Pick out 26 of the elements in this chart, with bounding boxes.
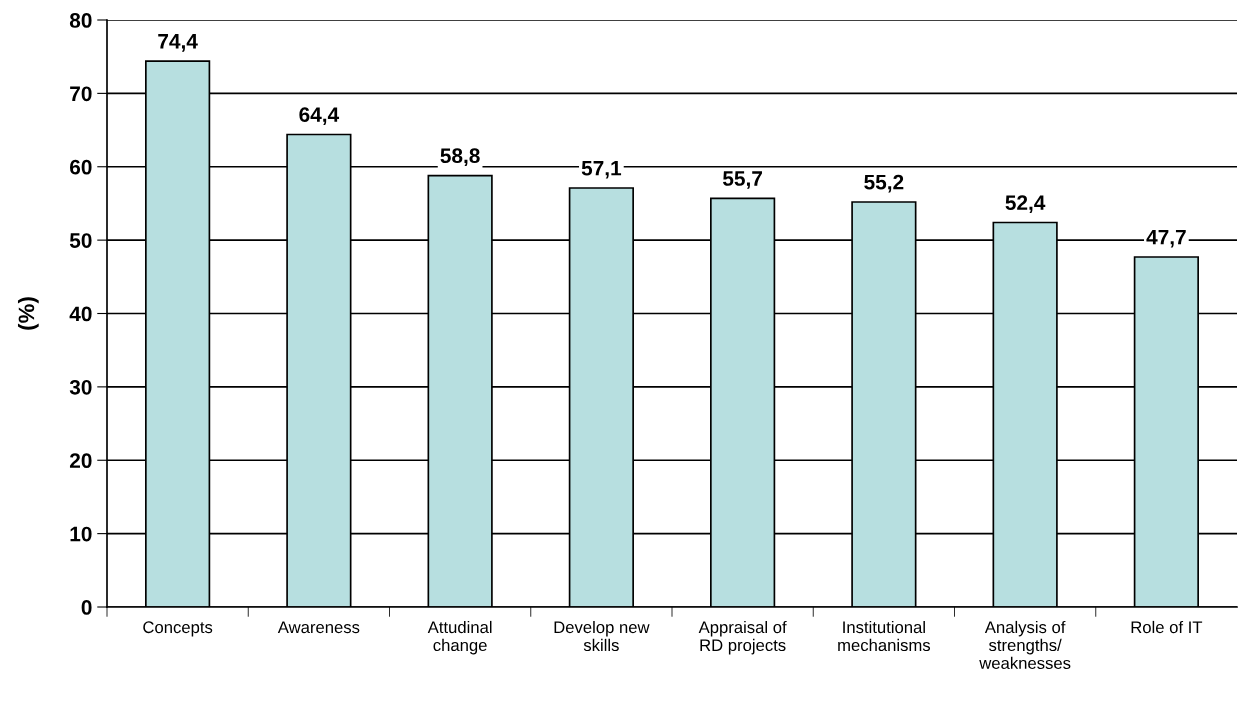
data-label: 52,4: [1005, 195, 1046, 214]
x-tick-label: Role of IT: [1131, 620, 1203, 634]
y-tick-label: 0: [81, 600, 92, 615]
x-tick-label: Attudinal change: [427, 620, 492, 655]
x-tick-label: Institutional mechanisms: [838, 620, 931, 652]
data-label: 47,7: [1146, 230, 1186, 248]
data-label: 57,1: [581, 161, 622, 179]
y-tick-label: 80: [69, 13, 92, 28]
x-tick-label: Concepts: [143, 621, 213, 637]
data-label: 55,2: [864, 174, 904, 193]
y-tick-label: 10: [70, 526, 92, 542]
x-tick-label: Appraisal of RD projects: [698, 620, 787, 655]
data-label: 74,4: [158, 34, 198, 52]
y-tick-label: 20: [69, 453, 92, 468]
y-axis-title: (%): [17, 297, 39, 330]
data-label: 58,8: [440, 148, 480, 167]
x-tick-label: Awareness: [277, 621, 360, 634]
data-label: 55,7: [722, 171, 762, 189]
y-tick-label: 40: [69, 306, 92, 322]
y-tick-label: 60: [70, 159, 92, 175]
y-tick-label: 70: [70, 86, 92, 102]
y-tick-label: 50: [69, 233, 92, 248]
data-label: 64,4: [299, 107, 340, 126]
x-tick-label: Analysis of strengths/ weaknesses: [979, 620, 1071, 670]
y-tick-label: 30: [69, 379, 92, 395]
x-tick-label: Develop new skills: [554, 620, 650, 652]
